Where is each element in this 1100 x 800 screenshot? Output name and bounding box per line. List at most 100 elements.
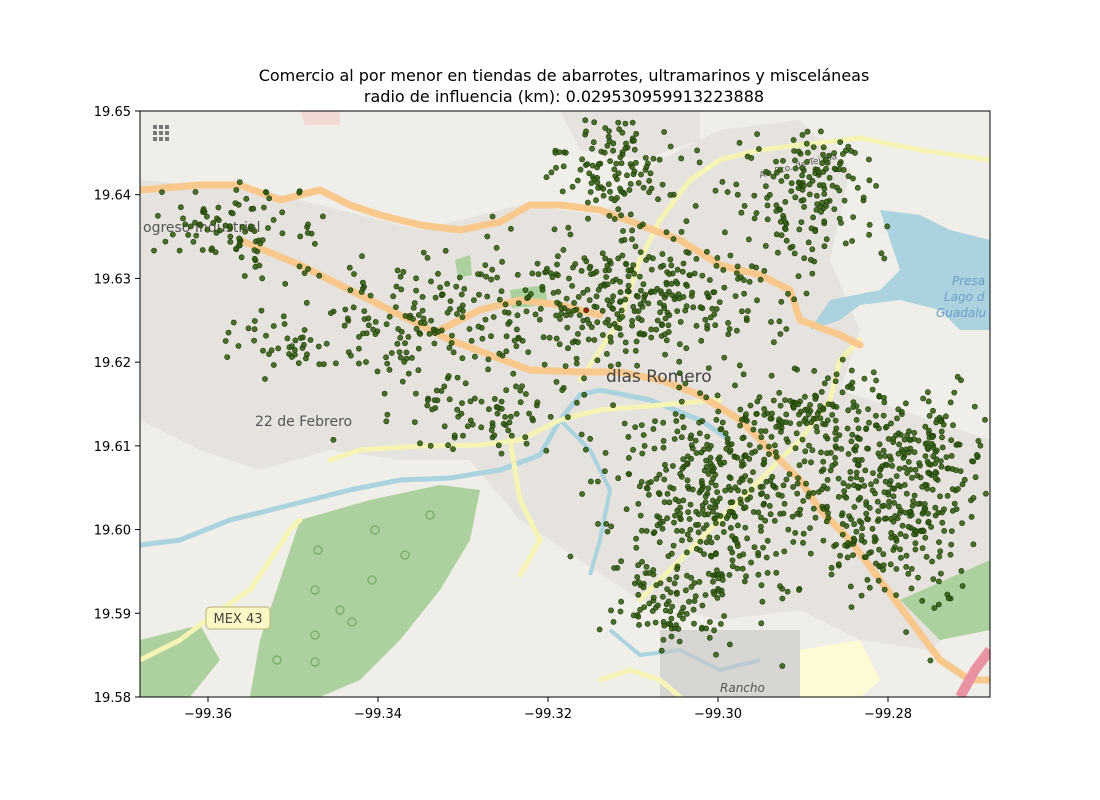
scatter-point bbox=[659, 181, 666, 188]
scatter-point bbox=[707, 277, 713, 283]
scatter-point bbox=[912, 466, 919, 473]
scatter-point bbox=[763, 183, 769, 190]
scatter-point bbox=[668, 615, 675, 622]
scatter-point bbox=[896, 441, 902, 448]
scatter-point bbox=[959, 583, 966, 589]
scatter-point bbox=[822, 433, 829, 440]
scatter-point bbox=[633, 159, 639, 166]
scatter-point bbox=[650, 567, 657, 573]
scatter-point bbox=[610, 147, 616, 154]
scatter-point bbox=[931, 605, 938, 611]
scatter-point bbox=[921, 501, 928, 507]
scatter-point bbox=[611, 565, 617, 571]
scatter-point bbox=[761, 406, 768, 412]
scatter-point bbox=[713, 551, 719, 558]
scatter-point bbox=[895, 503, 902, 510]
scatter-point bbox=[903, 629, 909, 635]
scatter-point bbox=[488, 333, 494, 340]
scatter-point bbox=[756, 146, 762, 152]
scatter-point bbox=[458, 291, 465, 298]
scatter-point bbox=[805, 493, 812, 500]
scatter-point bbox=[815, 169, 822, 176]
scatter-point bbox=[891, 499, 897, 506]
scatter-point bbox=[955, 441, 961, 448]
scatter-point bbox=[726, 325, 733, 332]
scatter-point bbox=[383, 354, 389, 361]
scatter-point bbox=[564, 324, 571, 331]
scatter-point bbox=[794, 510, 801, 517]
scatter-point bbox=[582, 117, 589, 124]
scatter-point bbox=[841, 493, 848, 499]
scatter-point bbox=[646, 600, 653, 607]
scatter-point bbox=[671, 296, 678, 303]
scatter-point bbox=[656, 471, 663, 478]
scatter-point bbox=[796, 226, 803, 233]
scatter-point bbox=[589, 145, 595, 152]
scatter-point bbox=[814, 192, 820, 199]
scatter-point bbox=[796, 420, 803, 427]
scatter-point bbox=[613, 324, 620, 331]
scatter-point bbox=[388, 350, 395, 356]
scatter-point bbox=[187, 223, 194, 230]
scatter-point bbox=[813, 393, 820, 400]
scatter-point bbox=[674, 591, 680, 597]
scatter-point bbox=[479, 335, 486, 342]
scatter-point bbox=[469, 421, 476, 428]
scatter-point bbox=[648, 266, 655, 273]
scatter-point bbox=[281, 321, 288, 327]
scatter-point bbox=[881, 515, 888, 522]
scatter-point bbox=[659, 322, 665, 329]
scatter-point bbox=[906, 449, 912, 456]
scatter-point bbox=[876, 546, 882, 553]
scatter-point bbox=[873, 182, 879, 189]
scatter-point bbox=[541, 361, 548, 368]
scatter-point bbox=[734, 191, 741, 198]
scatter-point bbox=[925, 461, 932, 467]
scatter-point bbox=[664, 490, 671, 497]
scatter-point bbox=[876, 392, 883, 399]
scatter-point bbox=[619, 129, 626, 136]
scatter-point bbox=[684, 461, 690, 468]
scatter-point bbox=[695, 521, 702, 528]
scatter-point bbox=[405, 370, 412, 377]
scatter-point bbox=[809, 447, 816, 454]
scatter-point bbox=[722, 487, 729, 494]
scatter-point bbox=[748, 486, 755, 493]
secondary-road bbox=[507, 437, 543, 578]
scatter-point bbox=[578, 267, 585, 274]
scatter-point bbox=[421, 320, 428, 327]
scatter-point bbox=[882, 453, 889, 459]
scatter-point bbox=[570, 264, 576, 271]
scatter-point bbox=[251, 247, 258, 253]
scatter-point bbox=[848, 367, 855, 374]
scatter-point bbox=[251, 255, 258, 262]
scatter-point bbox=[424, 397, 431, 404]
scatter-point bbox=[678, 155, 685, 162]
scatter-point bbox=[832, 378, 839, 385]
scatter-point bbox=[716, 299, 723, 305]
scatter-point bbox=[691, 620, 697, 627]
scatter-point bbox=[625, 273, 632, 280]
scatter-point bbox=[456, 274, 463, 281]
scatter-point bbox=[660, 419, 667, 426]
scatter-point bbox=[653, 475, 660, 482]
scatter-point bbox=[613, 160, 620, 167]
scatter-point bbox=[540, 334, 547, 341]
scatter-point bbox=[332, 360, 339, 367]
scatter-point bbox=[726, 572, 733, 578]
scatter-point bbox=[773, 231, 780, 238]
scatter-point bbox=[684, 453, 691, 460]
scatter-point bbox=[606, 128, 612, 134]
scatter-point bbox=[236, 179, 243, 185]
scatter-point bbox=[575, 339, 581, 346]
scatter-point bbox=[697, 538, 704, 545]
scatter-point bbox=[747, 494, 753, 501]
scatter-point bbox=[505, 309, 512, 316]
scatter-point bbox=[602, 468, 608, 475]
scatter-point bbox=[820, 537, 827, 544]
scatter-point bbox=[738, 209, 745, 216]
scatter-point bbox=[738, 500, 744, 507]
scatter-point bbox=[270, 362, 277, 368]
route-shield: MEX 43 bbox=[205, 606, 271, 630]
